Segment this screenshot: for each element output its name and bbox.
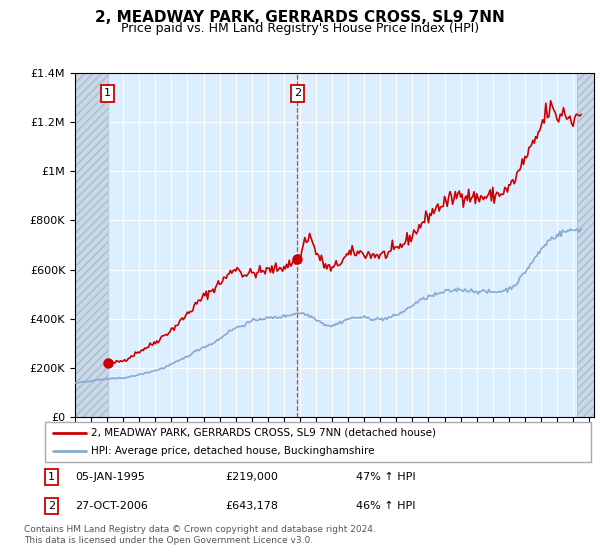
Text: 2: 2 bbox=[293, 88, 301, 99]
Text: 47% ↑ HPI: 47% ↑ HPI bbox=[356, 472, 416, 482]
Text: 27-OCT-2006: 27-OCT-2006 bbox=[75, 501, 148, 511]
Text: HPI: Average price, detached house, Buckinghamshire: HPI: Average price, detached house, Buck… bbox=[91, 446, 375, 456]
Text: 2: 2 bbox=[48, 501, 55, 511]
Text: 1: 1 bbox=[48, 472, 55, 482]
Bar bbox=[577, 73, 594, 417]
Text: 05-JAN-1995: 05-JAN-1995 bbox=[75, 472, 145, 482]
Text: Price paid vs. HM Land Registry's House Price Index (HPI): Price paid vs. HM Land Registry's House … bbox=[121, 22, 479, 35]
Bar bbox=[577, 73, 594, 417]
Text: Contains HM Land Registry data © Crown copyright and database right 2024.
This d: Contains HM Land Registry data © Crown c… bbox=[24, 525, 376, 545]
FancyBboxPatch shape bbox=[45, 422, 591, 462]
Text: £643,178: £643,178 bbox=[225, 501, 278, 511]
Text: 1: 1 bbox=[104, 88, 111, 99]
Bar bbox=[75, 73, 108, 417]
Text: 2, MEADWAY PARK, GERRARDS CROSS, SL9 7NN: 2, MEADWAY PARK, GERRARDS CROSS, SL9 7NN bbox=[95, 10, 505, 25]
Text: £219,000: £219,000 bbox=[225, 472, 278, 482]
Text: 46% ↑ HPI: 46% ↑ HPI bbox=[356, 501, 416, 511]
Bar bbox=[75, 73, 108, 417]
Text: 2, MEADWAY PARK, GERRARDS CROSS, SL9 7NN (detached house): 2, MEADWAY PARK, GERRARDS CROSS, SL9 7NN… bbox=[91, 428, 436, 437]
